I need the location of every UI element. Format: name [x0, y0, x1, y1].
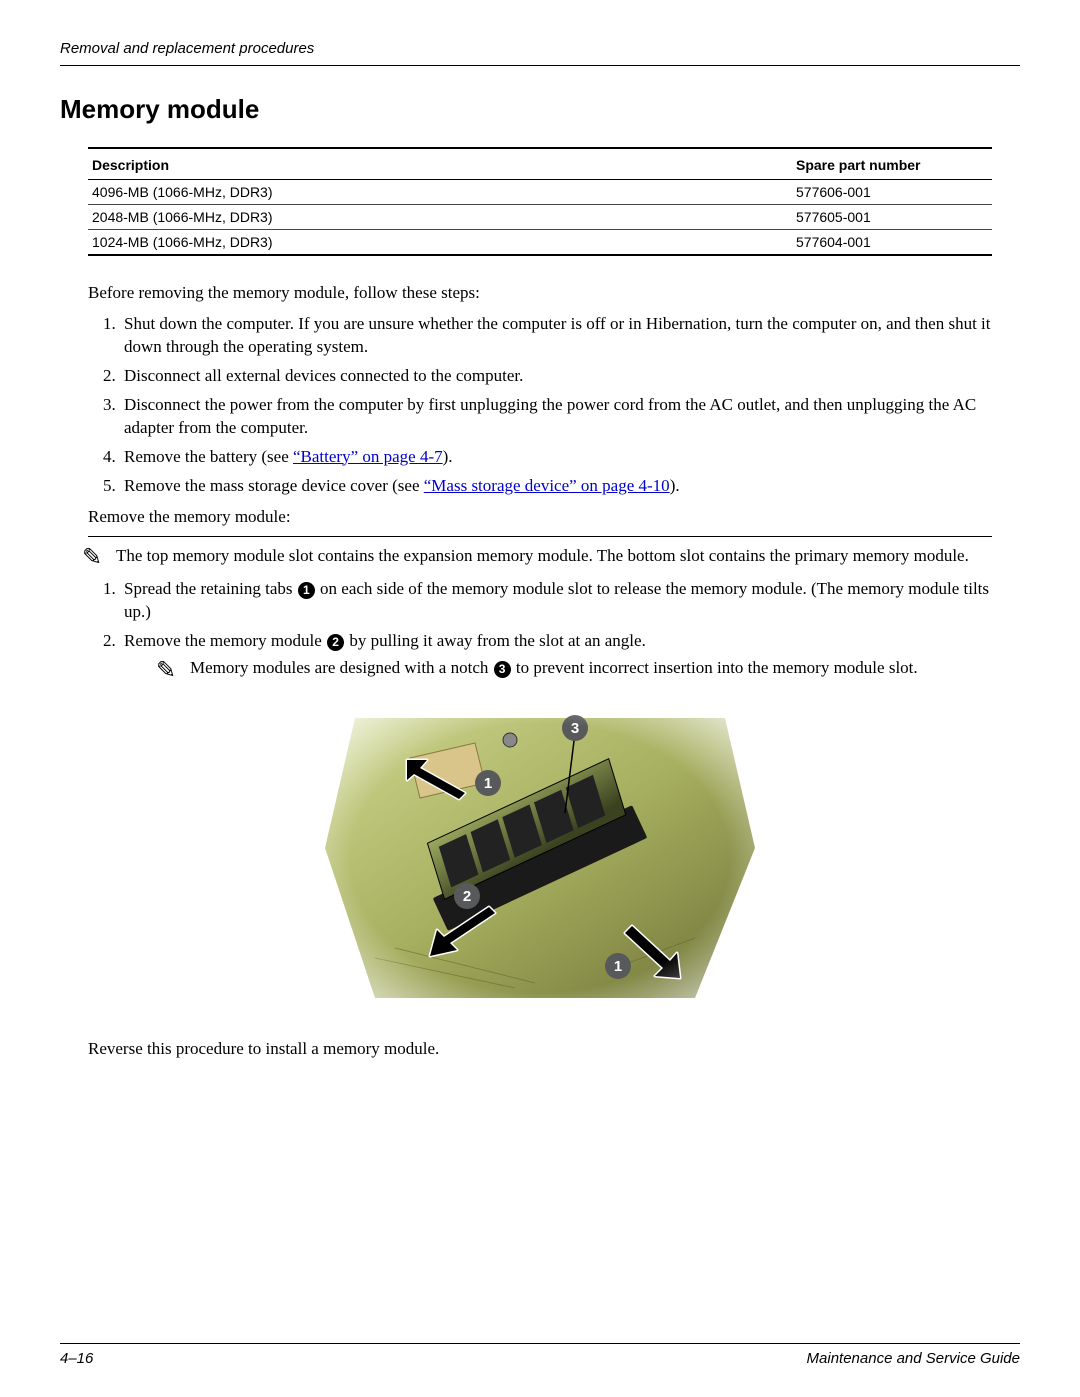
table-row: 2048-MB (1066-MHz, DDR3) 577605-001 — [88, 205, 992, 230]
remove-intro: Remove the memory module: — [88, 506, 992, 529]
section-title: Memory module — [60, 94, 1020, 125]
step-text: ). — [670, 476, 680, 495]
note-block: ✎ The top memory module slot contains th… — [88, 536, 992, 568]
page-footer: 4–16 Maintenance and Service Guide — [60, 1343, 1020, 1367]
mass-storage-link[interactable]: “Mass storage device” on page 4-10 — [424, 476, 670, 495]
note-icon: ✎ — [156, 655, 176, 687]
parts-table-container: Description Spare part number 4096-MB (1… — [60, 147, 1020, 256]
breadcrumb: Removal and replacement procedures — [60, 40, 314, 57]
cell-description: 4096-MB (1066-MHz, DDR3) — [88, 180, 792, 205]
step-item: Remove the battery (see “Battery” on pag… — [120, 446, 1020, 469]
step-text: Remove the battery (see — [124, 447, 293, 466]
step-text: Remove the mass storage device cover (se… — [124, 476, 424, 495]
col-description: Description — [88, 148, 792, 180]
prerequisite-steps: Shut down the computer. If you are unsur… — [120, 313, 1020, 498]
spare-parts-table: Description Spare part number 4096-MB (1… — [88, 147, 992, 256]
cell-description: 1024-MB (1066-MHz, DDR3) — [88, 230, 792, 256]
callout-number: 1 — [298, 582, 315, 599]
step-item: Disconnect the power from the computer b… — [120, 394, 1020, 440]
callout-number: 3 — [494, 661, 511, 678]
col-spare-number: Spare part number — [792, 148, 992, 180]
note-text: Memory modules are designed with a notch… — [190, 657, 1020, 680]
removal-steps: Spread the retaining tabs 1 on each side… — [120, 578, 1020, 680]
note-icon: ✎ — [82, 543, 102, 572]
memory-module-figure: 1 2 3 1 — [315, 698, 765, 1018]
step-text: by pulling it away from the slot at an a… — [345, 631, 646, 650]
cell-spare-number: 577606-001 — [792, 180, 992, 205]
intro-text: Before removing the memory module, follo… — [88, 282, 992, 305]
battery-link[interactable]: “Battery” on page 4-7 — [293, 447, 443, 466]
step-text: Spread the retaining tabs — [124, 579, 297, 598]
page-number: 4–16 — [60, 1350, 93, 1367]
callout-number: 2 — [327, 634, 344, 651]
step-item: Spread the retaining tabs 1 on each side… — [120, 578, 1020, 624]
table-row: 1024-MB (1066-MHz, DDR3) 577604-001 — [88, 230, 992, 256]
table-row: 4096-MB (1066-MHz, DDR3) 577606-001 — [88, 180, 992, 205]
step-item: Shut down the computer. If you are unsur… — [120, 313, 1020, 359]
page-header: Removal and replacement procedures — [60, 40, 1020, 66]
step-text: ). — [443, 447, 453, 466]
reverse-text: Reverse this procedure to install a memo… — [88, 1038, 992, 1061]
step-item: Remove the mass storage device cover (se… — [120, 475, 1020, 498]
cell-spare-number: 577605-001 — [792, 205, 992, 230]
note-text: The top memory module slot contains the … — [116, 545, 992, 568]
guide-title: Maintenance and Service Guide — [807, 1350, 1020, 1367]
step-text: Remove the memory module — [124, 631, 326, 650]
table-header-row: Description Spare part number — [88, 148, 992, 180]
cell-spare-number: 577604-001 — [792, 230, 992, 256]
step-item: Disconnect all external devices connecte… — [120, 365, 1020, 388]
sub-note: ✎ Memory modules are designed with a not… — [162, 657, 1020, 680]
cell-description: 2048-MB (1066-MHz, DDR3) — [88, 205, 792, 230]
step-item: Remove the memory module 2 by pulling it… — [120, 630, 1020, 680]
